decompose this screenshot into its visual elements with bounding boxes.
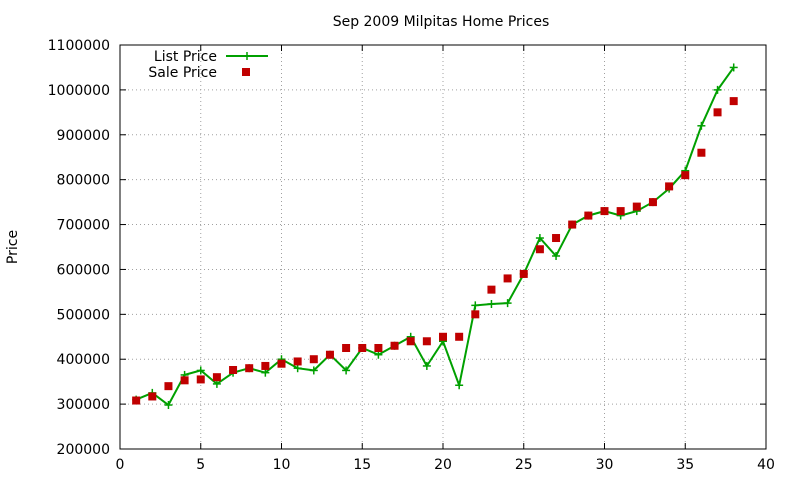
data-point — [390, 341, 399, 350]
legend-marker — [243, 52, 251, 60]
data-point — [519, 269, 528, 278]
data-point — [261, 361, 270, 370]
legend-marker — [242, 68, 250, 76]
data-point — [729, 97, 738, 106]
data-point — [584, 211, 593, 220]
data-point — [729, 63, 738, 72]
x-tick-label: 0 — [116, 457, 125, 473]
y-tick-label: 1100000 — [48, 38, 110, 54]
data-point — [439, 332, 447, 341]
series-1 — [132, 63, 738, 410]
data-point — [164, 382, 173, 391]
y-axis-label: Price — [5, 230, 21, 264]
y-tick-label: 600000 — [57, 262, 110, 278]
data-point — [374, 344, 383, 352]
data-point — [681, 171, 690, 180]
chart-title: Sep 2009 Milpitas Home Prices — [333, 14, 550, 30]
y-tick-label: 800000 — [57, 173, 110, 189]
data-point — [406, 337, 415, 346]
legend-label: Sale Price — [148, 65, 217, 81]
data-point — [180, 376, 189, 385]
data-point — [325, 350, 334, 359]
x-tick-label: 25 — [515, 457, 533, 473]
data-point — [196, 375, 205, 384]
series-2 — [132, 97, 738, 405]
data-point — [503, 299, 512, 308]
data-point — [455, 332, 464, 341]
data-point — [261, 368, 270, 377]
data-point — [229, 365, 238, 374]
y-tick-label: 1000000 — [48, 83, 110, 99]
data-point — [471, 301, 480, 310]
data-point — [422, 361, 431, 370]
data-point — [713, 85, 722, 94]
axis-ticks: 0 5 10 15 20 25 30 35 40 200000 300000 400000 500000… — [48, 38, 775, 473]
data-point — [212, 379, 221, 388]
x-tick-label: 30 — [596, 457, 614, 473]
data-point — [277, 359, 286, 368]
x-tick-label: 15 — [353, 457, 371, 473]
data-point — [164, 401, 173, 410]
data-point — [665, 182, 674, 191]
data-point — [697, 121, 706, 130]
x-tick-label: 20 — [434, 457, 452, 473]
data-point — [552, 251, 561, 260]
data-point — [309, 366, 318, 375]
y-tick-label: 200000 — [57, 442, 110, 458]
legend-label: List Price — [154, 49, 217, 65]
data-point — [616, 207, 625, 216]
data-point — [212, 373, 221, 382]
data-point — [455, 381, 464, 390]
data-point — [374, 350, 383, 359]
data-point — [245, 364, 254, 373]
data-point — [568, 220, 577, 229]
x-tick-label: 40 — [757, 457, 775, 473]
data-point — [487, 285, 496, 294]
data-point — [148, 392, 157, 401]
data-point — [342, 344, 351, 352]
data-point — [600, 207, 609, 216]
data-point — [648, 198, 657, 207]
data-point — [293, 364, 302, 373]
data-point — [713, 108, 722, 117]
data-point — [309, 355, 318, 364]
data-point — [132, 396, 141, 405]
y-tick-label: 900000 — [57, 128, 110, 144]
data-point — [535, 245, 544, 254]
data-point — [503, 274, 512, 283]
data-point — [422, 337, 431, 346]
series-line — [135, 66, 735, 407]
y-tick-label: 500000 — [57, 307, 110, 323]
grid — [120, 45, 766, 449]
data-point — [342, 366, 351, 375]
x-tick-label: 5 — [196, 457, 205, 473]
data-point — [471, 310, 480, 319]
series — [132, 63, 738, 410]
data-point — [358, 344, 367, 352]
x-tick-label: 35 — [676, 457, 694, 473]
y-tick-label: 400000 — [57, 352, 110, 368]
data-point — [552, 234, 561, 243]
y-tick-label: 300000 — [57, 397, 110, 413]
data-point — [196, 366, 205, 375]
data-point — [535, 234, 544, 243]
data-point — [293, 357, 302, 366]
y-tick-label: 700000 — [57, 218, 110, 234]
data-point — [487, 300, 496, 309]
x-tick-label: 10 — [273, 457, 291, 473]
data-point — [697, 148, 706, 157]
data-point — [632, 202, 641, 211]
